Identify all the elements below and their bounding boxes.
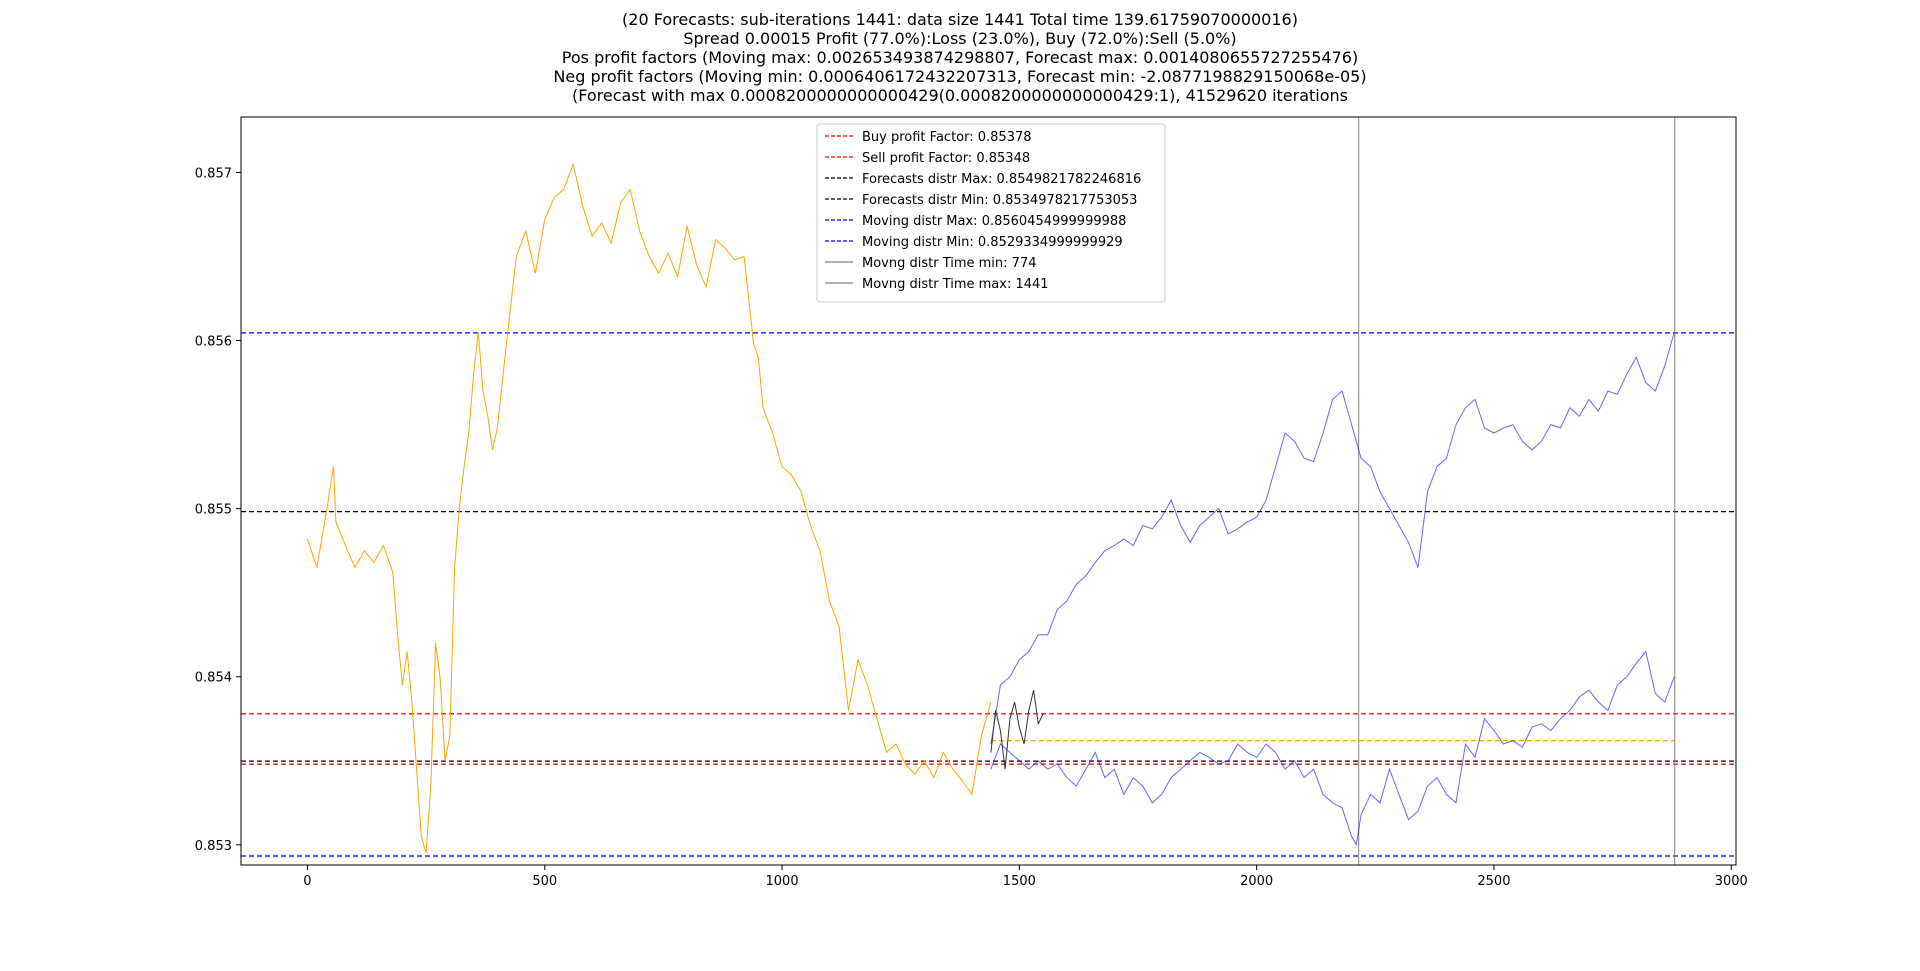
y-tick-label: 0.855 — [195, 503, 232, 518]
legend-label: Forecasts distr Max: 0.8549821782246816 — [862, 172, 1141, 187]
series-line-1 — [990, 332, 1675, 745]
legend-label: Forecasts distr Min: 0.8534978217753053 — [862, 193, 1137, 208]
series-line-0 — [306, 162, 992, 854]
y-tick-label: 0.857 — [195, 166, 232, 181]
x-axis: 0 500 1000 1500 2000 2500 3000 — [303, 865, 1748, 889]
legend-label: Moving distr Max: 0.8560454999999988 — [862, 214, 1126, 229]
x-tick-label: 2000 — [1240, 874, 1273, 889]
legend-label: Buy profit Factor: 0.85378 — [862, 130, 1032, 145]
series-line-2 — [990, 650, 1675, 847]
x-tick-label: 3000 — [1715, 874, 1748, 889]
y-tick-label: 0.853 — [195, 839, 232, 854]
plot-frame — [240, 116, 1737, 866]
legend: Buy profit Factor: 0.85378 Sell profit Fa… — [816, 123, 1166, 303]
legend-box — [816, 123, 1166, 303]
x-tick-label: 1000 — [766, 874, 799, 889]
title-line-2: Spread 0.00015 Profit (77.0%):Loss (23.0… — [683, 29, 1236, 48]
legend-label: Moving distr Min: 0.8529334999999929 — [862, 235, 1123, 250]
legend-label: Movng distr Time max: 1441 — [862, 277, 1049, 292]
chart-title: (20 Forecasts: sub-iterations 1441: data… — [553, 10, 1366, 105]
series-line-3 — [990, 690, 1044, 770]
title-line-3: Pos profit factors (Moving max: 0.002653… — [562, 48, 1358, 67]
plot-area — [241, 117, 1736, 865]
title-line-4: Neg profit factors (Moving min: 0.000640… — [553, 67, 1366, 86]
legend-label: Movng distr Time min: 774 — [862, 256, 1036, 271]
y-tick-label: 0.854 — [195, 671, 232, 686]
title-line-5: (Forecast with max 0.0008200000000000429… — [572, 86, 1348, 105]
x-tick-label: 500 — [532, 874, 557, 889]
x-tick-label: 1500 — [1003, 874, 1036, 889]
x-tick-label: 2500 — [1477, 874, 1510, 889]
title-line-1: (20 Forecasts: sub-iterations 1441: data… — [622, 10, 1298, 29]
x-tick-label: 0 — [303, 874, 311, 889]
y-axis: 0.853 0.854 0.855 0.856 0.857 — [195, 166, 241, 854]
legend-label: Sell profit Factor: 0.85348 — [862, 151, 1030, 166]
y-tick-label: 0.856 — [195, 335, 232, 350]
